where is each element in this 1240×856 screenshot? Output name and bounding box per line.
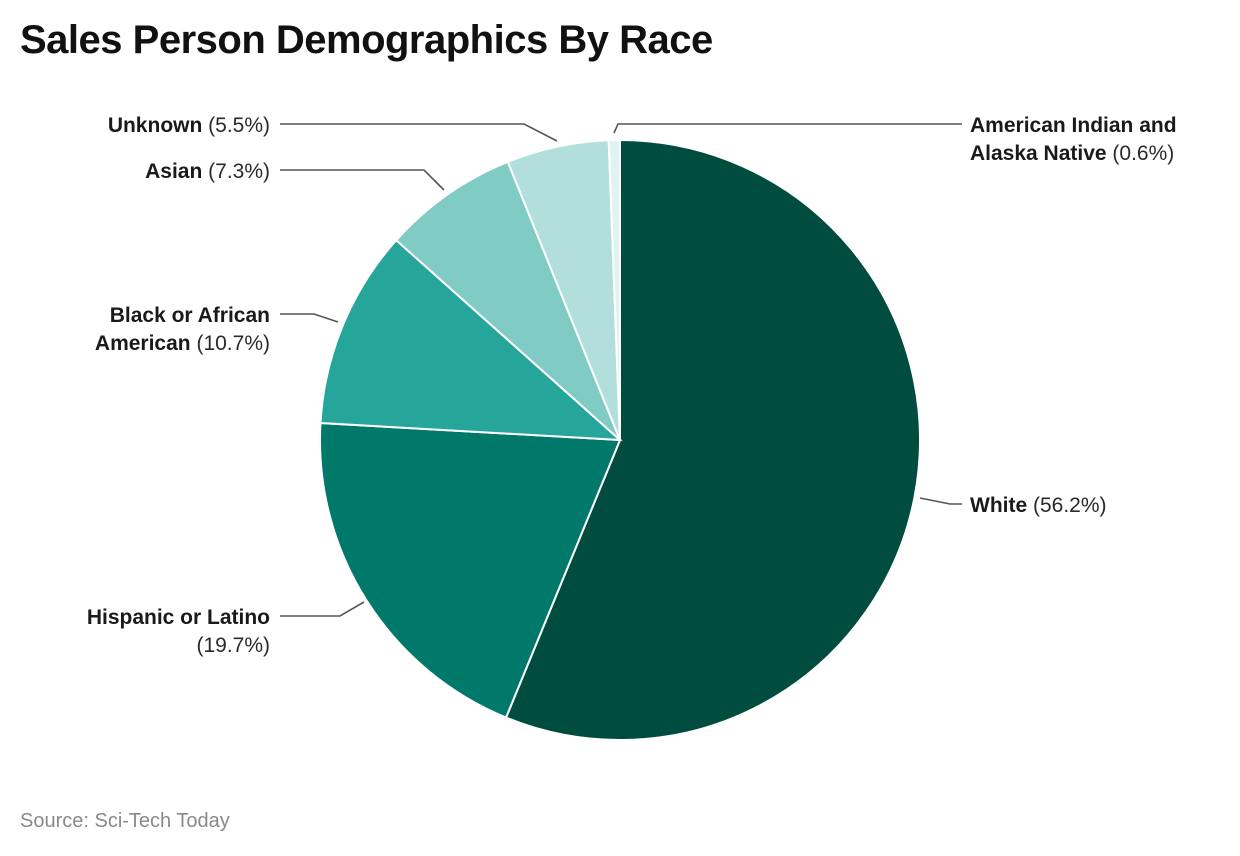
chart-title: Sales Person Demographics By Race	[20, 18, 713, 62]
slice-label-asian: Asian (7.3%)	[145, 160, 270, 183]
pie-slice-american-indian-and-alaska-native	[607, 138, 621, 441]
leader-line-asian	[280, 169, 445, 191]
slice-label-white: White (56.2%)	[970, 494, 1107, 517]
leader-line-black-or-african-american	[280, 313, 339, 323]
slice-label-unknown: Unknown (5.5%)	[108, 114, 270, 137]
slice-label-american-indian-and-alaska-native: American Indian and	[970, 114, 1177, 137]
leader-line-unknown	[280, 123, 558, 142]
slice-label-american-indian-and-alaska-native: Alaska Native (0.6%)	[970, 142, 1174, 165]
leader-line-white	[919, 497, 962, 505]
leader-line-hispanic-or-latino	[280, 601, 365, 617]
slice-label-hispanic-or-latino: Hispanic or Latino	[87, 606, 270, 629]
pie-slice-asian	[394, 160, 621, 441]
slice-label-black-or-african-american: American (10.7%)	[95, 332, 270, 355]
pie-slice-white	[504, 138, 922, 741]
slice-label-black-or-african-american: Black or African	[110, 304, 270, 327]
pie-slice-hispanic-or-latino	[319, 421, 622, 719]
source-note: Source: Sci-Tech Today	[20, 810, 230, 832]
pie-slice-black-or-african-american	[319, 238, 623, 442]
slice-label-hispanic-or-latino: (19.7%)	[196, 634, 270, 657]
leader-line-american-indian-and-alaska-native	[613, 123, 962, 134]
